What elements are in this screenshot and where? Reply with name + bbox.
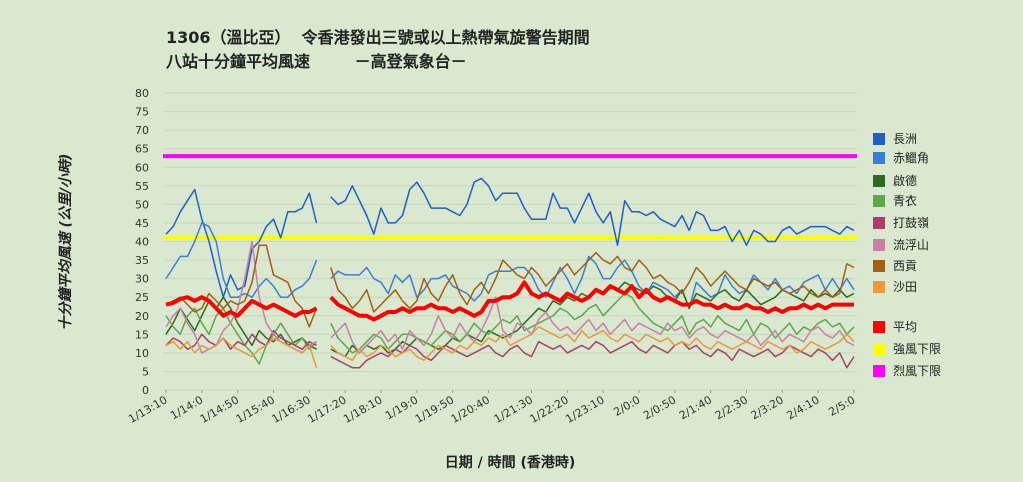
- legend-item: 赤鱲角: [873, 149, 929, 166]
- legend-label: 沙田: [893, 280, 918, 294]
- y-tick-label: 45: [135, 217, 149, 230]
- legend-label: 烈風下限: [893, 364, 942, 378]
- y-tick-label: 30: [135, 273, 149, 286]
- series-line: [330, 251, 855, 313]
- legend-swatch: [873, 174, 885, 187]
- x-tick-label: 2/1:40: [677, 393, 714, 422]
- x-tick-label: 1/17:20: [305, 393, 348, 425]
- x-tick-label: 1/21:30: [492, 393, 535, 425]
- series-line: [330, 177, 855, 246]
- legend-swatch: [873, 364, 885, 377]
- legend-swatch: [873, 238, 885, 251]
- legend-item: 長洲: [873, 130, 917, 147]
- legend-item: 青衣: [873, 192, 917, 209]
- y-tick-label: 60: [135, 161, 149, 174]
- y-tick-label: 10: [135, 347, 149, 360]
- series-line: [165, 244, 318, 328]
- legend-swatch: [873, 280, 885, 293]
- x-tick-label: 1/19:50: [413, 393, 456, 425]
- series-line: [330, 292, 855, 354]
- series-line: [330, 326, 855, 362]
- legend-label: 平均: [893, 320, 918, 334]
- x-tick-label: 2/3:20: [749, 393, 786, 422]
- legend-label: 打鼓嶺: [893, 216, 930, 230]
- legend-label: 長洲: [893, 132, 918, 146]
- y-tick-label: 75: [135, 106, 149, 119]
- y-tick-label: 65: [135, 143, 149, 156]
- series-line: [165, 307, 318, 365]
- legend-label: 強風下限: [893, 342, 942, 356]
- series-line: [330, 296, 855, 354]
- legend-swatch: [873, 259, 885, 272]
- x-tick-label: 1/22:20: [528, 393, 571, 425]
- x-tick-label: 1/15:40: [234, 393, 277, 425]
- legend-item: 平均: [873, 318, 917, 335]
- legend-swatch: [873, 216, 885, 229]
- x-tick-label: 1/14:50: [198, 393, 241, 425]
- y-tick-label: 70: [135, 124, 149, 137]
- legend-item: 沙田: [873, 278, 917, 295]
- series-line: [165, 337, 318, 368]
- legend-swatch: [873, 194, 885, 207]
- x-tick-label: 1/16:30: [270, 393, 313, 425]
- y-tick-label: 35: [135, 254, 149, 267]
- legend-swatch: [873, 320, 885, 333]
- y-tick-label: 80: [135, 87, 149, 100]
- y-tick-label: 50: [135, 198, 149, 211]
- x-tick-label: 2/4:10: [785, 393, 822, 422]
- x-tick-label: 2/2:30: [713, 393, 750, 422]
- y-tick-label: 55: [135, 180, 149, 193]
- y-tick-label: 25: [135, 291, 149, 304]
- legend-label: 流浮山: [893, 238, 930, 252]
- x-tick-label: 2/0:0: [611, 393, 642, 418]
- legend-label: 西貢: [893, 259, 918, 273]
- series-line: [329, 280, 854, 322]
- chart-subtitle: 八站十分鐘平均風速 －高登氣象台－: [166, 52, 467, 71]
- legend-item: 啟德: [873, 172, 917, 189]
- y-tick-label: 5: [142, 365, 149, 378]
- legend-item: 打鼓嶺: [873, 214, 929, 231]
- chart-title: 1306（溫比亞） 令香港發出三號或以上熱帶氣旋警告期間: [166, 28, 590, 47]
- series-line: [165, 188, 318, 298]
- legend-label: 赤鱲角: [893, 151, 930, 165]
- x-axis-label: 日期 / 時間 (香港時): [444, 455, 576, 471]
- series-line: [330, 340, 855, 369]
- series-line: [165, 295, 318, 318]
- legend-swatch: [873, 132, 885, 145]
- legend-label: 青衣: [893, 194, 918, 208]
- x-tick-label: 1/13:10: [126, 393, 169, 425]
- legend-item: 強風下限: [873, 340, 941, 357]
- x-tick-label: 1/18:10: [341, 393, 384, 425]
- x-tick-label: 2/5:0: [826, 393, 857, 418]
- x-tick-label: 1/20:40: [449, 393, 492, 425]
- y-tick-label: 20: [135, 310, 149, 323]
- legend-item: 烈風下限: [873, 362, 941, 379]
- legend-swatch: [873, 151, 885, 164]
- legend-label: 啟德: [893, 174, 918, 188]
- y-tick-label: 40: [135, 236, 149, 249]
- y-tick-label: 0: [142, 384, 149, 397]
- legend-swatch: [873, 342, 885, 355]
- y-tick-label: 15: [135, 328, 149, 341]
- x-tick-label: 2/0:50: [641, 393, 678, 422]
- legend-item: 西貢: [873, 257, 917, 274]
- x-tick-label: 1/23:10: [563, 393, 606, 425]
- legend-item: 流浮山: [873, 236, 929, 253]
- y-axis-label: 十分鐘平均風速 (公里/小時): [58, 153, 74, 331]
